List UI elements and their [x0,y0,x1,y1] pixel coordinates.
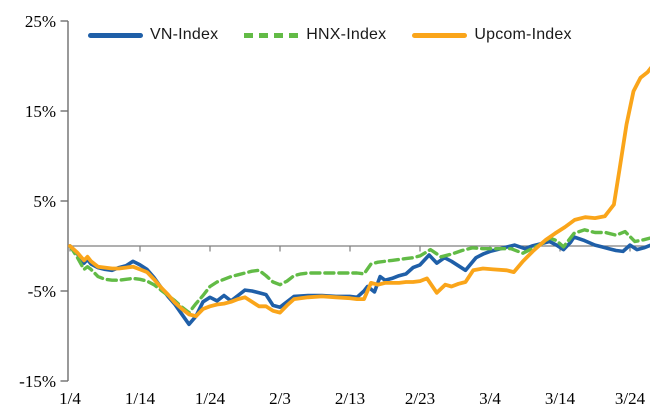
y-tick-label-2: 5% [33,192,56,211]
y-tick-label-4: -15% [19,372,56,391]
chart-legend: VN-Index HNX-Index Upcom-Index [88,26,572,44]
x-tick-label-8: 3/24 [615,389,646,408]
x-tick-label-5: 2/23 [405,389,435,408]
vn-index-line-swatch [88,32,143,38]
y-tick-label-1: 15% [25,102,56,121]
x-tick-label-2: 1/24 [195,389,226,408]
legend-item-upcom-index: Upcom-Index [412,26,572,44]
x-tick-label-0: 1/4 [59,389,81,408]
y-tick-label-3: -5% [28,282,56,301]
upcom-index-line-swatch [412,32,468,38]
x-tick-label-6: 3/4 [479,389,501,408]
x-tick-label-1: 1/14 [125,389,156,408]
hnx-index-line-swatch [244,32,300,38]
x-tick-label-4: 2/13 [335,389,365,408]
y-tick-label-0: 25% [25,12,56,31]
legend-label-upcom-index: Upcom-Index [474,26,572,43]
legend-item-vn-index: VN-Index [88,26,218,44]
upcom-index-line [68,66,650,319]
legend-label-vn-index: VN-Index [150,26,219,43]
x-tick-label-7: 3/14 [545,389,576,408]
x-tick-label-3: 2/3 [269,389,291,408]
legend-item-hnx-index: HNX-Index [244,26,386,44]
legend-label-hnx-index: HNX-Index [306,26,387,43]
